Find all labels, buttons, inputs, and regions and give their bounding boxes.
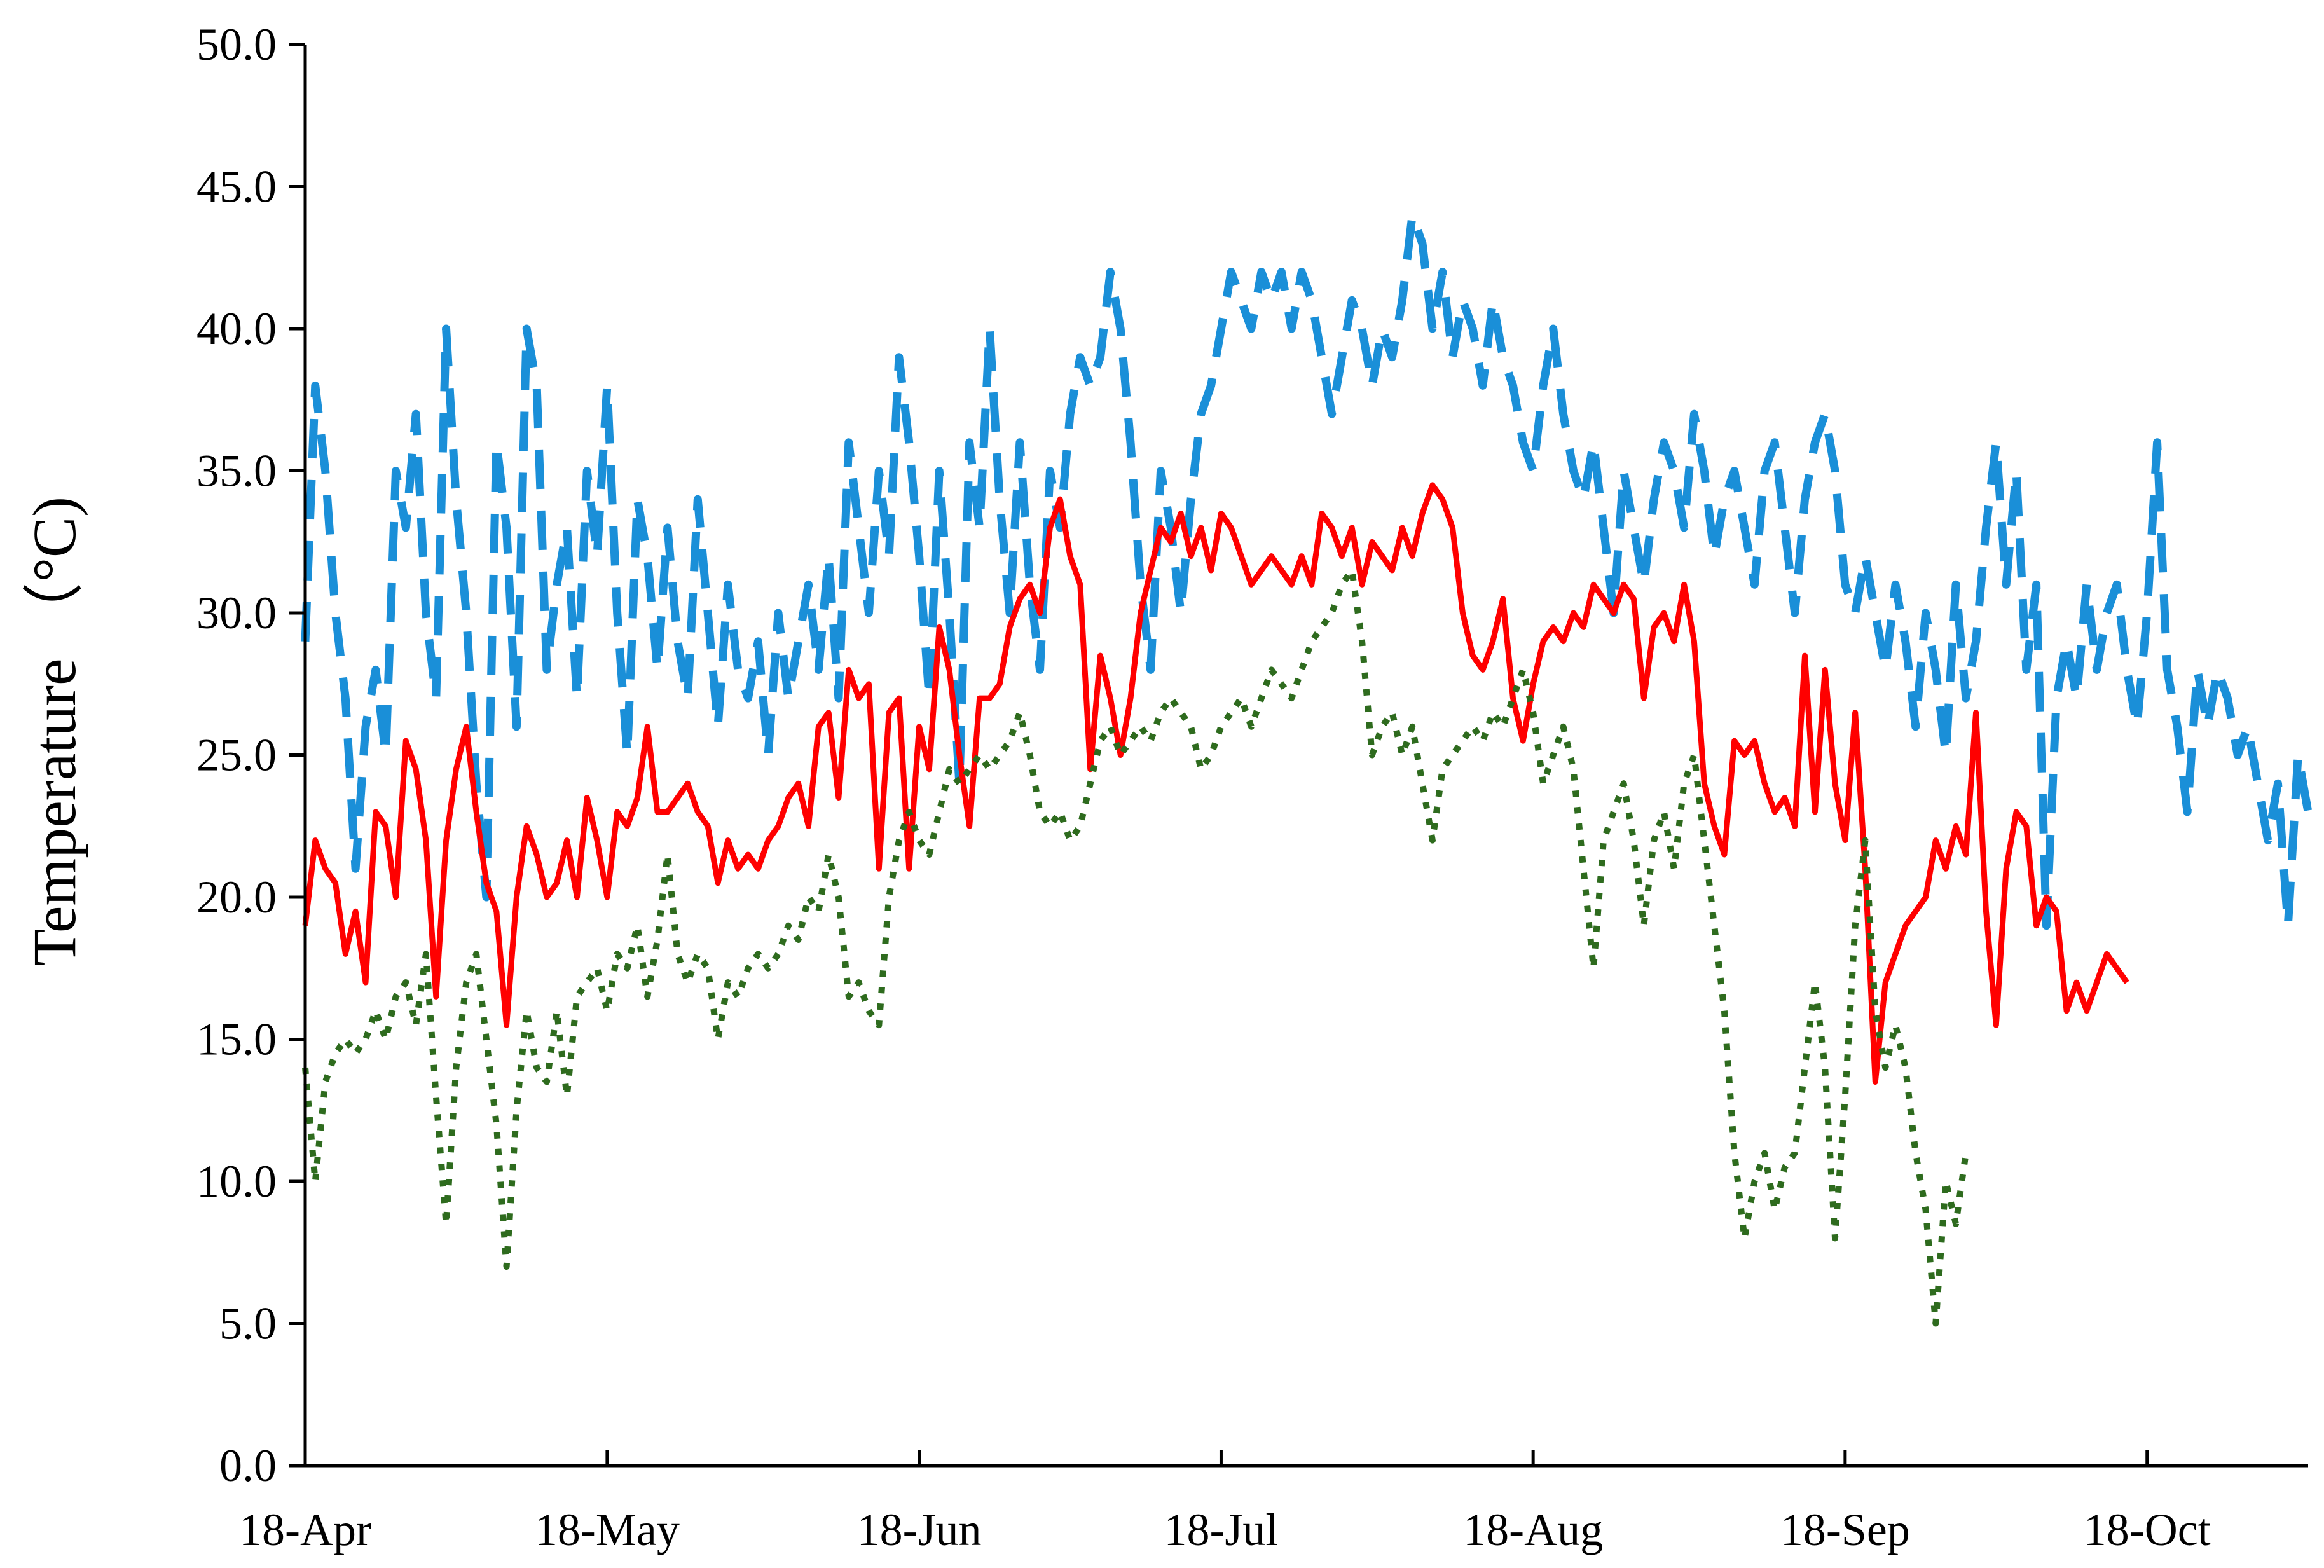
y-tick-label: 15.0 <box>196 1014 277 1065</box>
x-tick-label: 18-Jul <box>1164 1504 1278 1555</box>
y-tick-label: 40.0 <box>196 303 277 354</box>
y-tick-label: 35.0 <box>196 446 277 497</box>
y-tick-label: 50.0 <box>196 19 277 70</box>
dashed-series-line <box>301 210 2313 930</box>
x-tick-label: 18-Aug <box>1463 1504 1603 1555</box>
x-axis-ticks: 18-Apr 18-May 18-Jun 18-Jul 18-Aug 18-Sep 18-O… <box>239 1450 2211 1555</box>
dotted-series-line <box>302 567 1969 1327</box>
y-tick-label: 20.0 <box>196 872 277 923</box>
x-tick-label: 18-Apr <box>239 1504 371 1555</box>
x-tick-label: 18-Jun <box>857 1504 982 1555</box>
x-tick-label: 18-Sep <box>1780 1504 1910 1555</box>
x-tick-label: 18-Oct <box>2084 1504 2211 1555</box>
y-tick-label: 10.0 <box>196 1156 277 1207</box>
solid-series-line <box>302 482 2129 1085</box>
y-tick-label: 30.0 <box>196 588 277 638</box>
y-tick-label: 0.0 <box>219 1440 277 1491</box>
series-layer <box>301 210 2313 1327</box>
y-tick-label: 25.0 <box>196 730 277 781</box>
y-axis-ticks: 0.0 5.0 10.0 15.0 20.0 25.0 30.0 35.0 40.0 45.0 50… <box>196 19 305 1491</box>
axes <box>303 45 2308 1468</box>
y-tick-label: 45.0 <box>196 162 277 212</box>
y-axis-title: Temperature （°C) <box>20 497 88 966</box>
y-tick-label: 5.0 <box>219 1298 277 1349</box>
x-tick-label: 18-May <box>535 1504 680 1555</box>
